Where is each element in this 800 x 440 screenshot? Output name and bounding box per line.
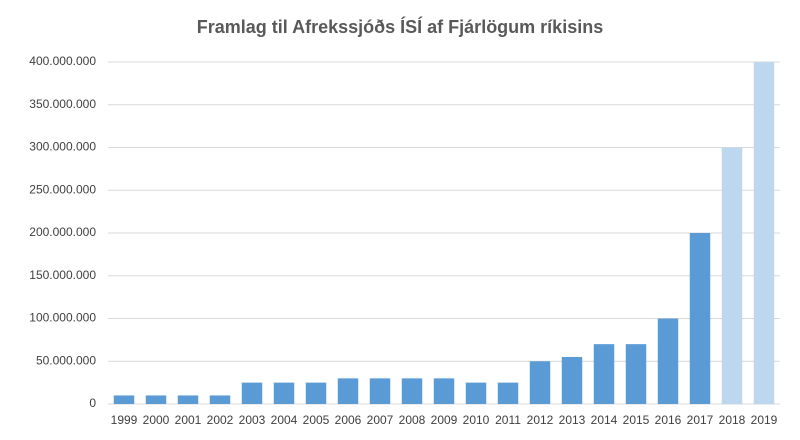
x-tick-label: 2008 [399, 413, 426, 427]
y-tick-label: 50.000.000 [36, 353, 96, 367]
x-tick-label: 1999 [111, 413, 138, 427]
bar [753, 62, 775, 404]
y-tick-label: 250.000.000 [29, 182, 96, 196]
x-tick-label: 2011 [495, 413, 521, 427]
x-tick-label: 2002 [207, 413, 234, 427]
bar [625, 344, 647, 404]
bar [209, 395, 231, 404]
x-tick-label: 2013 [559, 413, 586, 427]
x-tick-label: 2014 [591, 413, 618, 427]
y-tick-label: 200.000.000 [29, 225, 96, 239]
x-tick-label: 2006 [335, 413, 362, 427]
chart-title: Framlag til Afrekssjóðs ÍSÍ af Fjárlögum… [197, 16, 603, 37]
x-tick-label: 2012 [527, 413, 554, 427]
bar [721, 147, 743, 404]
bar [561, 356, 583, 404]
x-tick-label: 2000 [143, 413, 170, 427]
bar [177, 395, 199, 404]
bar [401, 378, 423, 404]
bar [465, 382, 487, 404]
bar [497, 382, 519, 404]
y-tick-label: 350.000.000 [29, 97, 96, 111]
bar [337, 378, 359, 404]
bar [241, 382, 263, 404]
x-tick-label: 2009 [431, 413, 458, 427]
x-tick-label: 2004 [271, 413, 298, 427]
bar [305, 382, 327, 404]
y-tick-label: 150.000.000 [29, 268, 96, 282]
bar [529, 361, 551, 404]
bar [113, 395, 135, 404]
bar [689, 233, 711, 404]
x-tick-label: 2005 [303, 413, 330, 427]
bar [433, 378, 455, 404]
y-tick-label: 100.000.000 [29, 311, 96, 325]
x-tick-label: 2016 [655, 413, 682, 427]
y-tick-label: 400.000.000 [29, 54, 96, 68]
x-tick-label: 2018 [719, 413, 746, 427]
y-tick-label: 0 [89, 396, 96, 410]
x-tick-label: 2019 [751, 413, 778, 427]
x-tick-label: 2015 [623, 413, 650, 427]
x-tick-label: 2007 [367, 413, 394, 427]
x-tick-label: 2017 [687, 413, 714, 427]
y-tick-label: 300.000.000 [29, 140, 96, 154]
bar [145, 395, 167, 404]
bar [273, 382, 295, 404]
x-tick-label: 2003 [239, 413, 266, 427]
bar [657, 318, 679, 404]
bar [593, 344, 615, 404]
x-tick-label: 2010 [463, 413, 490, 427]
bar [369, 378, 391, 404]
x-tick-label: 2001 [175, 413, 202, 427]
